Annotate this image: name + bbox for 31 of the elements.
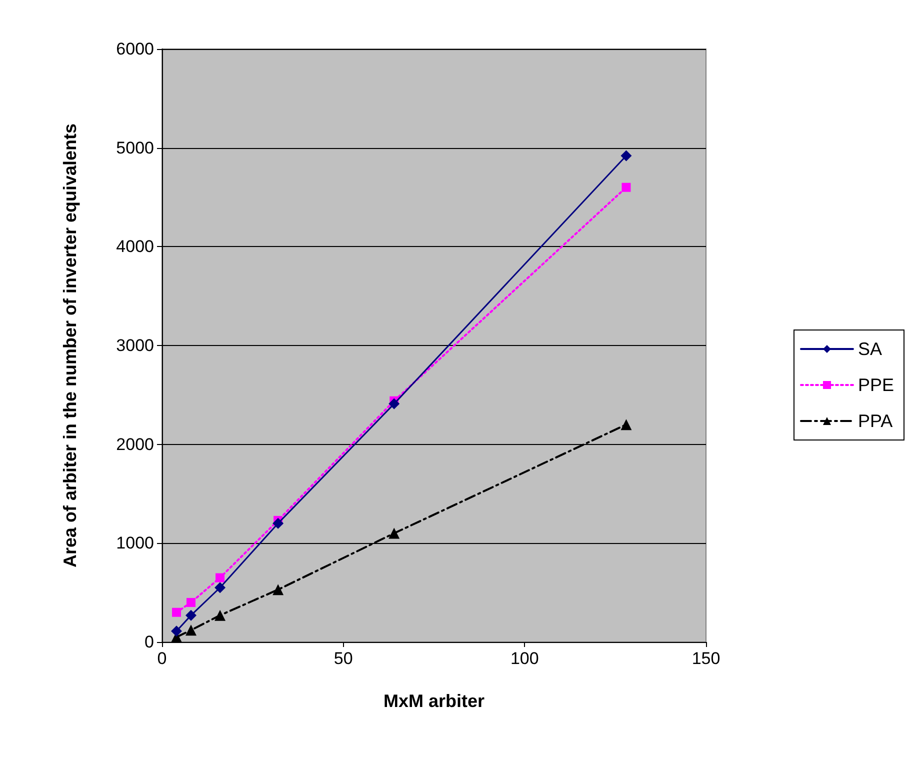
point	[620, 150, 632, 162]
y-tick-label: 4000	[116, 237, 154, 256]
y-tick-label: 0	[144, 632, 154, 652]
x-tick-label: 50	[334, 649, 353, 668]
point	[172, 608, 182, 617]
y-tick-label: 2000	[116, 434, 154, 454]
point	[186, 598, 196, 607]
x-tick-label: 150	[692, 649, 720, 668]
y-tick-label: 6000	[116, 40, 154, 58]
legend-label: PPE	[858, 375, 894, 395]
point	[388, 528, 400, 539]
point	[620, 419, 632, 430]
point	[186, 610, 197, 621]
point	[214, 582, 226, 594]
point	[272, 584, 284, 596]
y-tick-label: 3000	[116, 336, 154, 355]
x-tick-label: 100	[510, 649, 539, 668]
point	[186, 624, 197, 636]
y-tick-label: 1000	[116, 534, 154, 553]
legend-label: PPA	[858, 411, 893, 431]
point	[216, 573, 225, 582]
y-axis-title: Area of arbiter in the number of inverter equivalents	[60, 123, 80, 568]
legend-label: SA	[858, 339, 882, 359]
point	[171, 626, 182, 637]
point	[622, 182, 631, 192]
x-axis-title: MxM arbiter	[383, 691, 485, 711]
point	[214, 610, 226, 621]
y-tick-label: 5000	[116, 138, 154, 158]
x-tick-label: 0	[157, 649, 167, 668]
point	[388, 398, 400, 410]
point	[272, 518, 284, 529]
